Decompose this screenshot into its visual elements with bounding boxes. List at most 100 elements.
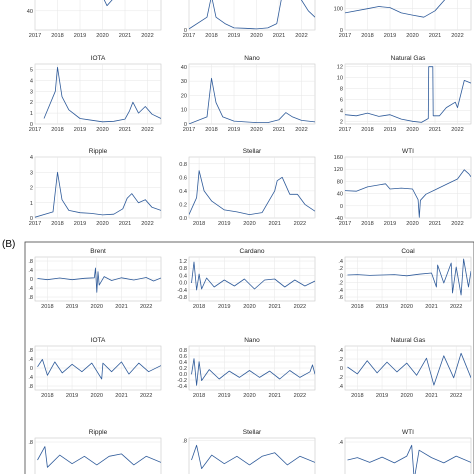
y-tick-label: 6 (340, 97, 343, 103)
y-tick-label: -40 (335, 216, 343, 222)
y-tick-label: 30 (181, 79, 187, 85)
y-tick-label: .4 (28, 286, 33, 292)
x-tick-label: 2019 (74, 221, 86, 227)
y-tick-label: .4 (338, 348, 343, 354)
chart-title: Brent (90, 248, 106, 255)
x-tick-label: 2022 (141, 33, 153, 39)
y-tick-label: 0 (30, 216, 33, 222)
x-tick-label: 2021 (268, 304, 280, 310)
chart-title: IOTA (91, 337, 106, 344)
chart-panel-13: 2018 2019 2020 2021 2022 .8 .4 0 .4 .8 IOTA (28, 337, 162, 399)
chart-panel-9: 2017 2018 2019 2020 2021 2022 -40 0 40 80 120 160 WT… (334, 148, 472, 227)
y-tick-label: 100 (334, 7, 343, 13)
y-tick-label: .8 (28, 295, 33, 301)
x-tick-label: 2020 (250, 33, 262, 39)
y-tick-label: 1 (30, 201, 33, 207)
plot-frame (188, 156, 316, 219)
x-tick-label: 2018 (361, 127, 373, 133)
plot-frame (344, 63, 472, 125)
y-tick-label: 2 (30, 186, 33, 192)
y-tick-label: 4 (30, 78, 33, 84)
y-tick-label: 0.4 (179, 273, 187, 279)
y-tick-label: 0 (340, 28, 343, 34)
series-line (189, 170, 315, 216)
series-line (191, 261, 315, 291)
y-tick-label: 10 (181, 108, 187, 114)
x-tick-label: 2018 (193, 393, 205, 399)
y-tick-label: .4 (338, 440, 343, 446)
y-tick-label: -0.8 (177, 295, 187, 301)
y-tick-label: .8 (28, 384, 33, 390)
y-tick-label: 10 (337, 76, 343, 82)
x-tick-label: 2019 (74, 127, 86, 133)
y-tick-label: .8 (28, 348, 33, 354)
x-tick-label: 2018 (351, 304, 363, 310)
x-tick-label: 2021 (268, 393, 280, 399)
x-tick-label: 2020 (250, 127, 262, 133)
chart-title: Stellar (243, 148, 262, 155)
chart-panel-15: 2018 2019 2020 2021 2022 .4 .2 0 .2 .4 Natural Gas (338, 337, 472, 399)
y-tick-label: 1.2 (179, 259, 187, 265)
series-line (189, 0, 315, 30)
chart-panel-8: 2018 2019 2020 2021 2022 0.0 0.2 0.4 0.6 0.8 Stell… (179, 148, 316, 227)
x-tick-label: 2022 (450, 304, 462, 310)
x-tick-label: 2019 (228, 127, 240, 133)
y-tick-label: .6 (338, 295, 343, 301)
x-tick-label: 2021 (119, 127, 131, 133)
y-tick-label: 40 (27, 9, 33, 15)
x-tick-label: 2020 (406, 127, 418, 133)
y-tick-label: 0 (184, 122, 187, 128)
panel-b-label: (B) (2, 239, 15, 250)
y-tick-label: .4 (338, 384, 343, 390)
x-tick-label: 2018 (351, 393, 363, 399)
chart-title: WTI (402, 148, 414, 155)
chart-panel-4: 2017 2018 2019 2020 2021 2022 0 1 2 3 4 5 IOTA (29, 55, 162, 133)
y-tick-label: 1 (30, 111, 33, 117)
x-tick-label: 2018 (51, 127, 63, 133)
series-line (103, 0, 113, 7)
y-tick-label: 20 (181, 93, 187, 99)
x-tick-label: 2022 (141, 221, 153, 227)
x-tick-label: 2022 (294, 393, 306, 399)
chart-panel-10: 2018 2019 2020 2021 2022 .8 .4 0 .4 .8 Brent (28, 248, 162, 310)
x-tick-label: 2019 (218, 221, 230, 227)
x-tick-label: 2019 (66, 304, 78, 310)
y-tick-label: .4 (28, 357, 33, 363)
y-tick-label: .2 (338, 266, 343, 272)
x-tick-label: 2019 (228, 33, 240, 39)
y-tick-label: 12 (337, 65, 343, 71)
y-tick-label: 80 (337, 179, 343, 185)
chart-title: Ripple (89, 429, 108, 436)
series-line (345, 0, 446, 18)
x-tick-label: 2019 (376, 393, 388, 399)
y-tick-label: 0 (30, 122, 33, 128)
chart-title: Natural Gas (391, 337, 426, 344)
series-line (43, 66, 161, 123)
x-tick-label: 2019 (384, 33, 396, 39)
x-tick-label: 2020 (401, 304, 413, 310)
x-tick-label: 2021 (115, 393, 127, 399)
y-tick-label: .8 (182, 438, 187, 444)
x-tick-label: 2017 (29, 33, 41, 39)
x-tick-label: 2019 (66, 393, 78, 399)
x-tick-label: 2020 (406, 221, 418, 227)
x-tick-label: 2021 (268, 221, 280, 227)
x-tick-label: 2021 (429, 221, 441, 227)
y-tick-label: 120 (334, 167, 343, 173)
series-line (191, 358, 315, 386)
x-tick-label: 2018 (361, 221, 373, 227)
plot-frame (34, 437, 162, 474)
plot-frame (344, 0, 472, 31)
series-line (345, 169, 471, 218)
series-line (37, 446, 161, 468)
plot-frame (188, 437, 316, 474)
y-tick-label: 4 (340, 108, 343, 114)
series-line (345, 66, 471, 123)
y-tick-label: 160 (334, 155, 343, 161)
y-tick-label: 0.0 (179, 216, 187, 222)
y-tick-label: -0.4 (177, 384, 187, 390)
y-tick-label: 0 (30, 277, 33, 283)
